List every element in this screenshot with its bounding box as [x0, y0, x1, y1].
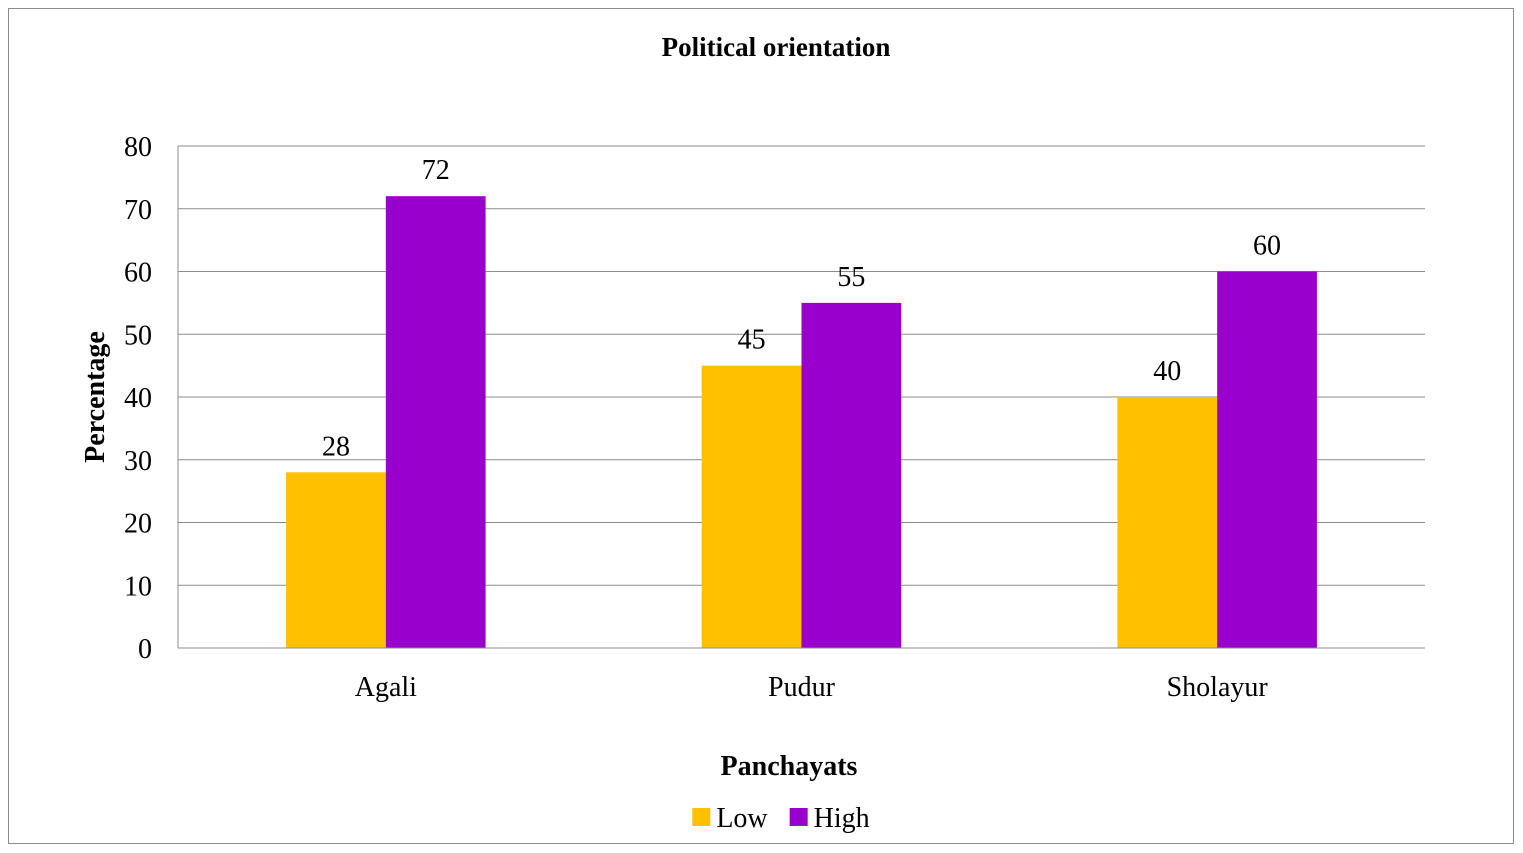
legend: Low High [692, 803, 870, 834]
x-axis-ticks: Agali Pudur Sholayur [178, 647, 1425, 703]
bar-low-pudur [701, 365, 802, 648]
y-tick-label: 30 [124, 446, 152, 477]
y-tick-label: 70 [124, 195, 152, 226]
bar-high-sholayur [1217, 271, 1317, 648]
x-tick-label: Agali [355, 672, 417, 703]
bar-high-pudur [801, 302, 902, 648]
x-tick-label: Sholayur [1167, 672, 1269, 703]
y-axis-title: Percentage [80, 331, 111, 463]
data-label: 28 [322, 431, 350, 462]
x-axis-title: Panchayats [721, 751, 858, 782]
data-label: 60 [1253, 231, 1281, 262]
data-label: 45 [738, 325, 766, 356]
y-tick-label: 10 [124, 571, 152, 602]
legend-swatch-low [692, 808, 711, 826]
chart-title: Political orientation [662, 32, 891, 62]
y-axis-ticks: 0 10 20 30 40 50 60 70 80 [124, 132, 152, 665]
bar-high-agali [385, 196, 486, 648]
y-tick-label: 0 [138, 634, 152, 665]
legend-label-high: High [814, 803, 870, 834]
data-labels: 28 72 45 55 40 60 [322, 155, 1281, 462]
bar-low-sholayur [1117, 397, 1218, 648]
data-label: 55 [837, 262, 865, 293]
bars [286, 196, 1317, 648]
data-label: 40 [1153, 356, 1181, 387]
y-tick-label: 80 [124, 132, 152, 163]
y-tick-label: 20 [124, 509, 152, 540]
x-tick-label: Pudur [768, 672, 836, 703]
data-label: 72 [422, 155, 450, 186]
legend-swatch-high [789, 808, 808, 826]
bar-low-agali [286, 472, 386, 648]
y-tick-label: 40 [124, 383, 152, 414]
y-tick-label: 60 [124, 258, 152, 289]
legend-label-low: Low [716, 803, 768, 834]
y-tick-label: 50 [124, 320, 152, 351]
